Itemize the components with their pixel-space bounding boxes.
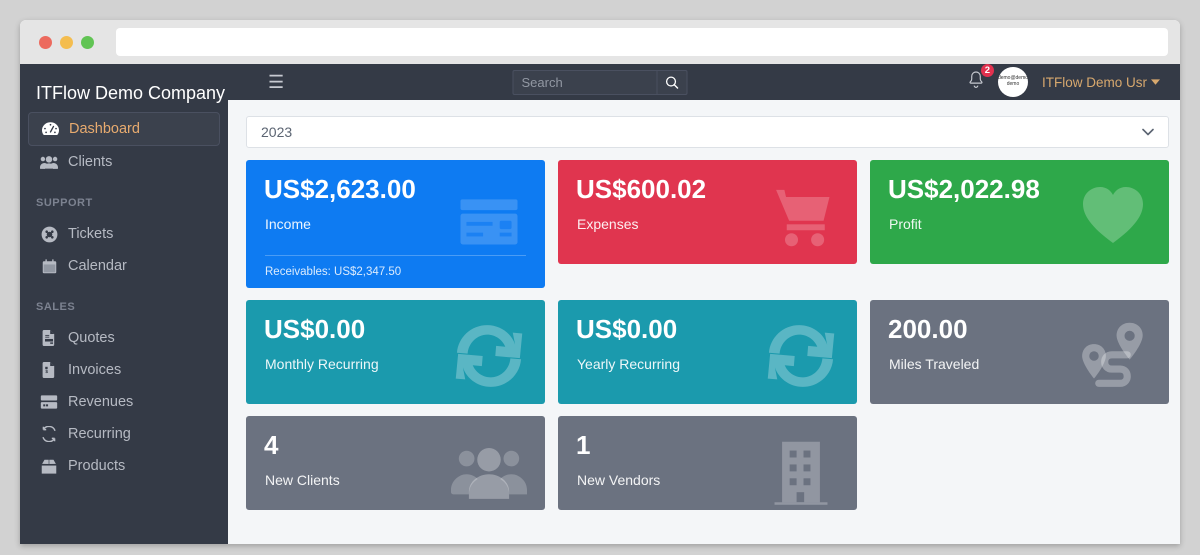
svg-text:$: $	[45, 369, 48, 375]
